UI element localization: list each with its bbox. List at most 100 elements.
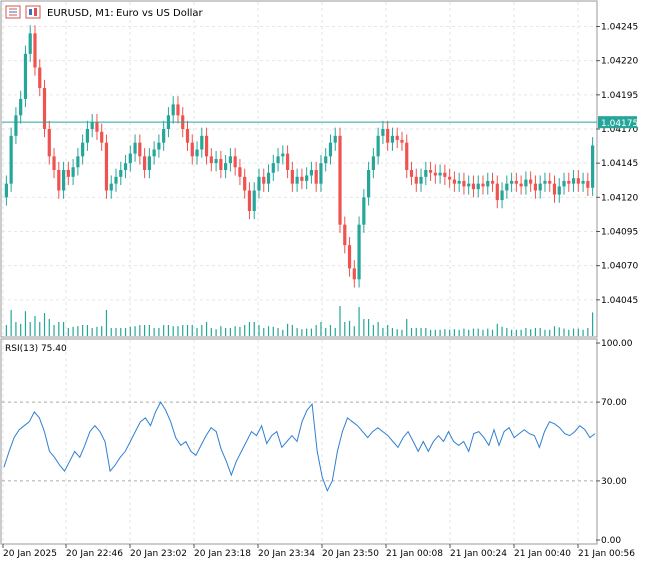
candle-body xyxy=(486,180,490,187)
volume-bar xyxy=(101,326,103,336)
candle-body xyxy=(38,67,42,88)
volume-bar xyxy=(215,329,217,336)
volume-bar xyxy=(439,329,441,336)
volume-bar xyxy=(482,329,484,336)
volume-bar xyxy=(258,325,260,336)
candle-body xyxy=(195,149,199,157)
volume-bar xyxy=(339,306,341,336)
candle-body xyxy=(419,176,423,184)
grid xyxy=(2,2,596,543)
candle-body xyxy=(209,156,213,164)
candle-body xyxy=(381,129,385,136)
volume-bar xyxy=(296,328,298,336)
volume-bar xyxy=(310,328,313,336)
candle-body xyxy=(414,176,418,184)
candle-body xyxy=(371,156,375,170)
rsi-series[interactable] xyxy=(3,401,596,493)
volume-bar xyxy=(48,319,50,336)
candle-body xyxy=(543,180,547,184)
candle-body xyxy=(481,183,485,187)
volume-bar xyxy=(39,322,41,336)
chart-shift-icon[interactable] xyxy=(25,5,41,19)
price-tick-label: 1.04245 xyxy=(601,23,638,33)
volume-bar xyxy=(172,326,174,336)
volume-bar xyxy=(82,325,84,336)
volume-bar xyxy=(301,329,303,336)
candle-body xyxy=(405,142,409,170)
volume-bar xyxy=(563,328,565,336)
volume-bar xyxy=(572,328,575,336)
volume-bar xyxy=(220,326,222,336)
candle-body xyxy=(176,104,180,116)
candle-body xyxy=(200,135,204,150)
candle-body xyxy=(514,180,518,184)
time-tick-label: 20 Jan 23:02 xyxy=(130,549,187,559)
volume-bar xyxy=(272,326,274,336)
candle-body xyxy=(452,179,456,184)
volume-bar xyxy=(387,325,389,336)
candle-body xyxy=(476,183,480,190)
candle-body xyxy=(362,197,366,225)
volume-bar xyxy=(496,323,498,336)
candle-body xyxy=(352,268,356,280)
time-tick-label: 21 Jan 00:08 xyxy=(386,549,443,559)
candle-body xyxy=(524,179,528,187)
volume-bar xyxy=(458,329,460,336)
volume-bar xyxy=(363,319,365,336)
candle-body xyxy=(538,183,542,191)
candlestick-series[interactable] xyxy=(4,25,595,288)
volume-bar xyxy=(334,328,336,336)
volume-bar xyxy=(534,328,537,336)
volume-bar xyxy=(286,323,289,336)
volume-bar xyxy=(410,328,413,336)
volume-bar xyxy=(229,328,231,336)
volume-bar xyxy=(344,322,346,336)
volume-bar xyxy=(544,329,546,336)
candle-body xyxy=(343,224,347,246)
candle-body xyxy=(61,170,66,191)
candle-body xyxy=(262,176,266,184)
volume-bar xyxy=(477,328,479,336)
candle-body xyxy=(581,180,585,184)
volume-bar xyxy=(5,325,7,336)
candle-body xyxy=(228,156,232,164)
volume-bar xyxy=(139,325,141,336)
candle-body xyxy=(333,135,337,143)
symbol-list-icon[interactable] xyxy=(5,5,21,19)
candle-body xyxy=(47,129,51,157)
volume-bar xyxy=(43,313,46,336)
volume-bar xyxy=(582,329,584,336)
candle-body xyxy=(243,176,247,191)
candle-body xyxy=(376,135,380,157)
candle-body xyxy=(495,183,499,201)
volume-bar xyxy=(444,329,446,336)
candle-body xyxy=(395,135,399,140)
volume-bar xyxy=(282,329,284,336)
volume-bar xyxy=(24,311,27,336)
candle-body xyxy=(285,153,290,170)
candle-body xyxy=(109,183,113,191)
rsi-line xyxy=(3,401,596,493)
candle-body xyxy=(338,135,342,225)
volume-bar xyxy=(10,310,12,336)
time-tick-label: 21 Jan 00:40 xyxy=(514,549,571,559)
candle-body xyxy=(424,170,428,177)
candle-body xyxy=(128,153,132,164)
candle-body xyxy=(586,180,590,188)
volume-bar xyxy=(291,325,293,336)
candle-body xyxy=(28,33,32,54)
chart-header: EURUSD, M1: Euro vs US Dollar xyxy=(5,5,204,19)
volume-bar xyxy=(134,326,136,336)
candle-body xyxy=(271,163,275,173)
volume-bar xyxy=(329,325,332,336)
price-tick-label: 1.04195 xyxy=(601,91,638,101)
time-tick-label: 20 Jan 2025 xyxy=(3,549,57,559)
volume-bar xyxy=(577,328,579,336)
price-tick-label: 1.04070 xyxy=(601,262,638,272)
candle-body xyxy=(367,170,371,198)
candle-body xyxy=(147,156,151,170)
volume-bar xyxy=(62,322,65,336)
volume-bar xyxy=(15,322,17,336)
